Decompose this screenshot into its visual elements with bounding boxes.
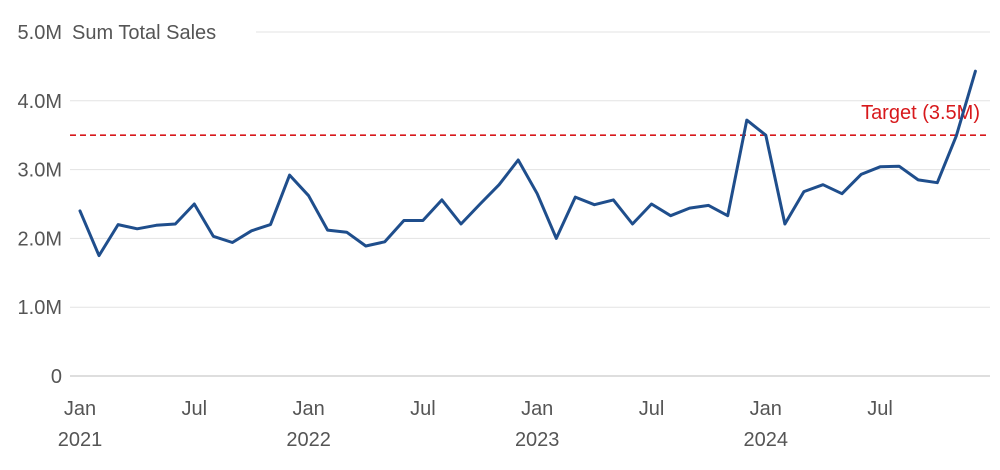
y-tick-label: 3.0M	[18, 160, 62, 182]
x-tick-year-label: 2022	[286, 429, 331, 451]
x-tick-label: Jan	[521, 398, 553, 420]
series-line	[78, 69, 977, 258]
y-tick-label: 5.0M	[18, 22, 62, 44]
x-tick-label: Jul	[410, 398, 436, 420]
x-tick-label: Jan	[750, 398, 782, 420]
x-tick-year-label: 2021	[58, 429, 103, 451]
x-axis-ticks: Jan 2021 Jul Jan 2022 Jul Jan 2023 Jul Jan 2024 Jul	[58, 398, 893, 451]
x-tick-label: Jul	[639, 398, 665, 420]
target-label: Target (3.5M)	[861, 102, 980, 124]
x-tick-label: Jan	[292, 398, 324, 420]
x-tick-label: Jan	[64, 398, 96, 420]
y-tick-label: 1.0M	[18, 297, 62, 319]
y-tick-label: 2.0M	[18, 228, 62, 250]
y-tick-label: 0	[51, 366, 62, 388]
y-tick-label: 4.0M	[18, 91, 62, 113]
x-tick-year-label: 2024	[744, 429, 789, 451]
gridlines	[70, 31, 990, 377]
series-layer	[78, 69, 977, 258]
x-tick-label: Jul	[867, 398, 893, 420]
y-axis-title: Sum Total Sales	[72, 22, 216, 44]
x-tick-label: Jul	[182, 398, 208, 420]
y-axis-ticks: 0 1.0M 2.0M 3.0M 4.0M 5.0M	[18, 22, 62, 388]
x-tick-year-label: 2023	[515, 429, 560, 451]
